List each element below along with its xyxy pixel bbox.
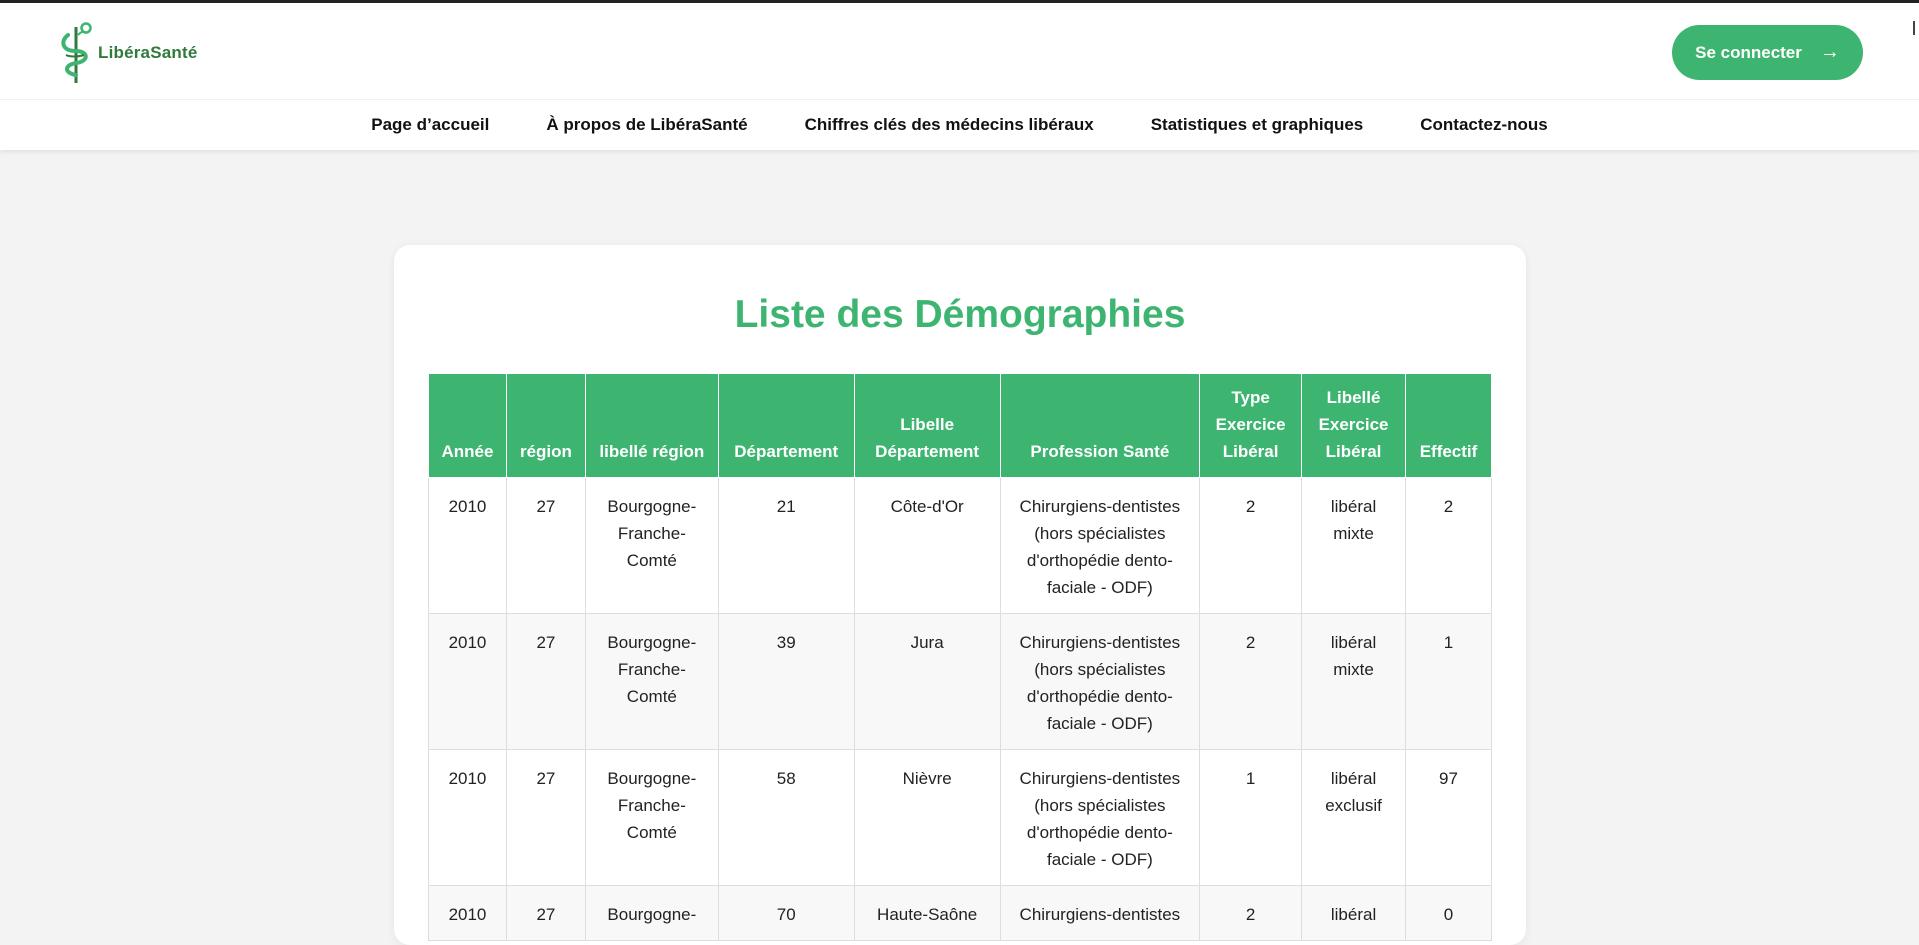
cell-profession: Chirurgiens-dentistes: [999, 885, 1201, 941]
cell-region: 27: [505, 613, 586, 750]
caduceus-icon: [61, 22, 92, 83]
column-header-profession[interactable]: Profession Santé: [999, 373, 1201, 478]
cell-year: 2010: [428, 885, 507, 941]
cell-region: 27: [505, 477, 586, 614]
cell-profession: Chirurgiens-dentistes (hors spécialistes…: [999, 613, 1201, 750]
cell-headcount: 2: [1405, 477, 1492, 614]
cell-region: 27: [505, 885, 586, 941]
site-header: LibéraSanté Se connecter →: [0, 3, 1919, 99]
nav-item-contact[interactable]: Contactez-nous: [1420, 115, 1548, 134]
login-button-label: Se connecter: [1695, 42, 1802, 62]
cell-department: 70: [717, 885, 855, 941]
cell-department-label: Côte-d'Or: [853, 477, 1001, 614]
table-header-row: Année région libellé région Département …: [428, 373, 1492, 478]
cell-exercise-type: 2: [1199, 613, 1303, 750]
column-header-headcount[interactable]: Effectif: [1405, 373, 1492, 478]
column-header-exercise-type[interactable]: Type Exercice Libéral: [1199, 373, 1303, 478]
cell-department: 21: [717, 477, 855, 614]
cell-headcount: 97: [1405, 749, 1492, 886]
column-header-department[interactable]: Département: [717, 373, 855, 478]
cell-region-label: Bourgogne-Franche-Comté: [584, 613, 719, 750]
site-logo[interactable]: LibéraSanté: [58, 21, 198, 85]
main-nav: Page d’accueil À propos de LibéraSanté C…: [0, 99, 1919, 150]
cell-department-label: Nièvre: [853, 749, 1001, 886]
column-header-department-label[interactable]: Libelle Département: [853, 373, 1001, 478]
cell-department-label: Jura: [853, 613, 1001, 750]
cell-exercise-type: 2: [1199, 885, 1303, 941]
column-header-region-label[interactable]: libellé région: [584, 373, 719, 478]
cell-department: 39: [717, 613, 855, 750]
cell-region: 27: [505, 749, 586, 886]
cell-year: 2010: [428, 477, 507, 614]
column-header-region[interactable]: région: [505, 373, 586, 478]
cell-exercise-label: libéral mixte: [1301, 477, 1406, 614]
cell-headcount: 1: [1405, 613, 1492, 750]
table-row: 2010 27 Bourgogne- 70 Haute-Saône Chirur…: [428, 885, 1492, 941]
cell-region-label: Bourgogne-Franche-Comté: [584, 749, 719, 886]
nav-item-about[interactable]: À propos de LibéraSanté: [546, 115, 748, 134]
cell-region-label: Bourgogne-Franche-Comté: [584, 477, 719, 614]
cell-exercise-label: libéral: [1301, 885, 1406, 941]
cell-year: 2010: [428, 749, 507, 886]
table-row: 2010 27 Bourgogne-Franche-Comté 21 Côte-…: [428, 477, 1492, 614]
cell-exercise-label: libéral exclusif: [1301, 749, 1406, 886]
column-header-year[interactable]: Année: [428, 373, 507, 478]
cell-headcount: 0: [1405, 885, 1492, 941]
window-edge-mark: [1913, 21, 1915, 35]
page-title: Liste des Démographies: [734, 293, 1186, 336]
cell-profession: Chirurgiens-dentistes (hors spécialistes…: [999, 477, 1201, 614]
nav-item-home[interactable]: Page d’accueil: [371, 115, 490, 134]
brand-name: LibéraSanté: [98, 43, 198, 62]
table-row: 2010 27 Bourgogne-Franche-Comté 58 Nièvr…: [428, 749, 1492, 886]
table-row: 2010 27 Bourgogne-Franche-Comté 39 Jura …: [428, 613, 1492, 750]
cell-department-label: Haute-Saône: [853, 885, 1001, 941]
column-header-exercise-label[interactable]: Libellé Exercice Libéral: [1301, 373, 1406, 478]
cell-exercise-label: libéral mixte: [1301, 613, 1406, 750]
cell-exercise-type: 2: [1199, 477, 1303, 614]
cell-region-label: Bourgogne-: [584, 885, 719, 941]
nav-item-statistics[interactable]: Statistiques et graphiques: [1150, 115, 1364, 134]
demographics-table: Année région libellé région Département …: [428, 373, 1492, 941]
nav-item-key-figures[interactable]: Chiffres clés des médecins libéraux: [804, 115, 1094, 134]
cell-profession: Chirurgiens-dentistes (hors spécialistes…: [999, 749, 1201, 886]
cell-year: 2010: [428, 613, 507, 750]
login-button[interactable]: Se connecter →: [1672, 25, 1863, 80]
cell-exercise-type: 1: [1199, 749, 1303, 886]
cell-department: 58: [717, 749, 855, 886]
window-top-border: [0, 0, 1919, 3]
arrow-right-icon: →: [1819, 41, 1840, 63]
content-card: Liste des Démographies Année région libe…: [394, 245, 1526, 945]
